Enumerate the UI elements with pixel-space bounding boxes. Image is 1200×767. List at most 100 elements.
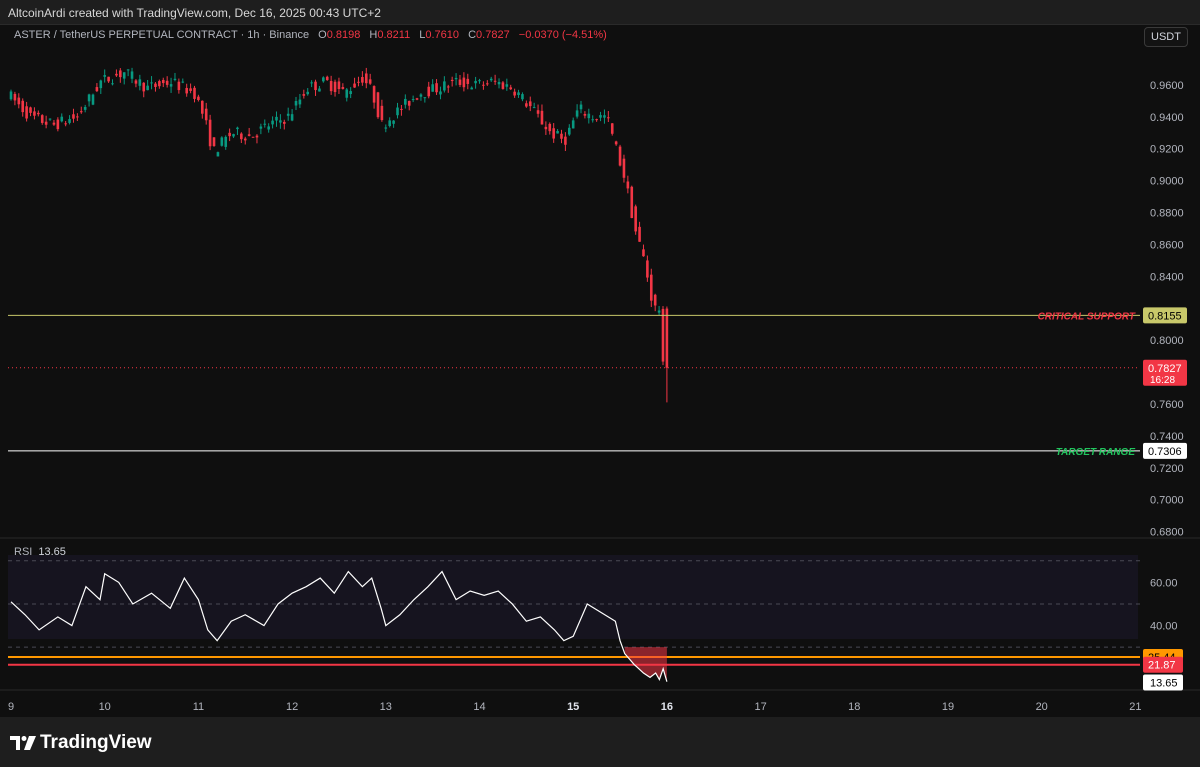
candle-body [407, 100, 411, 106]
candle-body [361, 77, 364, 83]
candle-body [450, 79, 454, 82]
price-tick-label: 0.7600 [1150, 399, 1184, 411]
candle-body [33, 111, 36, 116]
candle-body [142, 82, 146, 92]
candle-body [618, 146, 622, 166]
candle-body [404, 98, 407, 105]
tradingview-logo[interactable]: TradingView [10, 732, 152, 754]
candle-body [294, 100, 298, 106]
rsi-current-box [1143, 674, 1183, 691]
candle-body [99, 80, 103, 89]
candle-body [614, 141, 618, 145]
rsi-level-box [1143, 656, 1183, 673]
candle-body [325, 76, 329, 81]
candle-body [638, 226, 641, 242]
candle-body [411, 99, 415, 101]
high-value: 0.8211 [377, 29, 411, 41]
currency-button[interactable]: USDT [1144, 27, 1188, 47]
candle-body [583, 114, 587, 116]
last-price-text: 0.7827 [1148, 363, 1182, 375]
candle-body [130, 71, 134, 79]
candle-body [357, 81, 360, 83]
candle-body [458, 79, 462, 85]
rsi-band [8, 555, 1138, 639]
candle-body [290, 114, 294, 121]
time-tick-label: 14 [473, 701, 485, 713]
candle-body [353, 83, 356, 88]
candle-body [44, 121, 48, 125]
candle-body [653, 294, 657, 306]
candle-body [310, 82, 313, 84]
rsi-legend[interactable]: RSI 13.65 [14, 546, 66, 558]
candle-body [513, 91, 516, 96]
time-tick-label: 16 [661, 701, 673, 713]
rsi-tick-label: 60.00 [1150, 577, 1178, 589]
candle-body [48, 118, 52, 120]
symbol-legend[interactable]: ASTER / TetherUS PERPETUAL CONTRACT · 1h… [14, 29, 607, 41]
attribution-bar: AltcoinArdi created with TradingView.com… [0, 0, 1200, 24]
candle-body [548, 123, 552, 132]
rsi-name: RSI [14, 546, 33, 558]
target-range-value-text: 0.7306 [1148, 446, 1182, 458]
price-tick-label: 0.9600 [1150, 80, 1184, 92]
candle-body [439, 91, 442, 95]
candle-body [427, 86, 431, 97]
candle-body [661, 308, 665, 362]
candle-body [115, 73, 118, 76]
price-tick-label: 0.8000 [1150, 335, 1184, 347]
candle-body [622, 158, 626, 178]
candle-body [302, 94, 306, 96]
candle-body [564, 136, 567, 145]
candle-body [275, 116, 278, 121]
candle-body [60, 116, 64, 122]
chart-canvas[interactable]: CRITICAL SUPPORT TARGET RANGE 0.9600 0.940… [0, 0, 1200, 717]
candle-body [423, 97, 427, 99]
price-tick-label: 0.7400 [1150, 431, 1184, 443]
candle-body [126, 69, 130, 71]
candle-body [91, 94, 95, 105]
candle-body [138, 79, 142, 86]
candle-body [314, 81, 317, 91]
candle-body [552, 128, 555, 139]
candle-body [384, 127, 388, 129]
time-tick-label: 18 [848, 701, 860, 713]
target-range-value-box [1143, 442, 1187, 459]
candle-body [536, 110, 540, 114]
candle-body [173, 78, 177, 81]
close-value: 0.7827 [476, 29, 510, 41]
candle-body [525, 103, 528, 107]
candle-body [68, 119, 71, 123]
candle-body [247, 134, 251, 136]
price-tick-label: 0.8400 [1150, 271, 1184, 283]
candle-body [154, 83, 157, 87]
candle-body [25, 106, 28, 119]
candle-body [486, 83, 489, 85]
candle-body [37, 112, 40, 115]
footer-bar [0, 717, 1200, 767]
symbol-name: ASTER / TetherUS PERPETUAL CONTRACT · 1h… [14, 29, 310, 41]
rsi-level-text: 21.87 [1148, 660, 1176, 672]
candle-body [64, 123, 67, 125]
price-tick-label: 0.7000 [1150, 495, 1184, 507]
candle-body [376, 92, 380, 118]
price-tick-label: 0.9200 [1150, 144, 1184, 156]
open-label: O [318, 29, 327, 41]
candle-body [626, 181, 630, 189]
candle-body [29, 107, 32, 113]
candle-body [9, 91, 13, 100]
candle-body [567, 127, 571, 135]
low-label: L [419, 29, 426, 41]
candle-body [415, 98, 419, 100]
candle-body [591, 119, 595, 121]
candle-body [634, 206, 637, 232]
candle-body [532, 107, 536, 109]
price-tick-label: 0.8600 [1150, 239, 1184, 251]
candle-body [579, 104, 583, 110]
candle-body [208, 119, 212, 147]
candle-body [560, 133, 563, 139]
time-tick-label: 19 [942, 701, 954, 713]
candle-body [197, 96, 200, 100]
candle-body [364, 73, 368, 84]
candle-body [185, 87, 188, 94]
candle-body [610, 123, 614, 134]
